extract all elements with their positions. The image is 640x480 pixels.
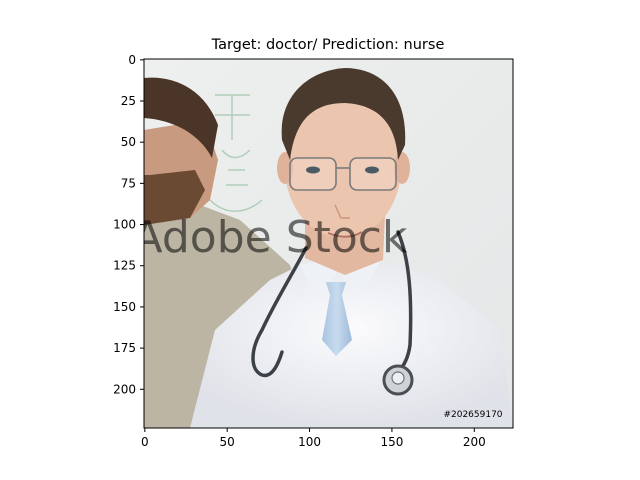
y-tick-label: 75 [121,176,136,190]
chart-title: Target: doctor/ Prediction: nurse [211,37,445,53]
x-tick-label: 0 [141,435,149,449]
y-tick-label: 175 [113,341,136,355]
doctor [190,68,513,428]
stock-id-text: #202659170 [443,410,502,420]
axes-frame [143,58,514,429]
x-tick-label: 150 [380,435,403,449]
watermark-text: Adobe Stock [133,212,408,263]
photo-image: Adobe Stock #202659170 [133,59,513,428]
y-tick-label: 25 [121,94,136,108]
y-tick-label: 200 [113,382,136,396]
x-tick-label: 50 [220,435,235,449]
y-axis-ticks: 0 25 50 75 100 125 150 175 200 [113,53,144,396]
x-tick-label: 200 [463,435,486,449]
y-tick-label: 100 [113,218,136,232]
y-tick-label: 125 [113,259,136,273]
background-whiteboard-sketch [209,94,263,212]
y-tick-label: 0 [128,53,136,67]
y-tick-label: 50 [121,135,136,149]
x-tick-label: 100 [298,435,321,449]
y-tick-label: 150 [113,300,136,314]
x-axis-ticks: 0 50 100 150 200 [141,428,486,449]
